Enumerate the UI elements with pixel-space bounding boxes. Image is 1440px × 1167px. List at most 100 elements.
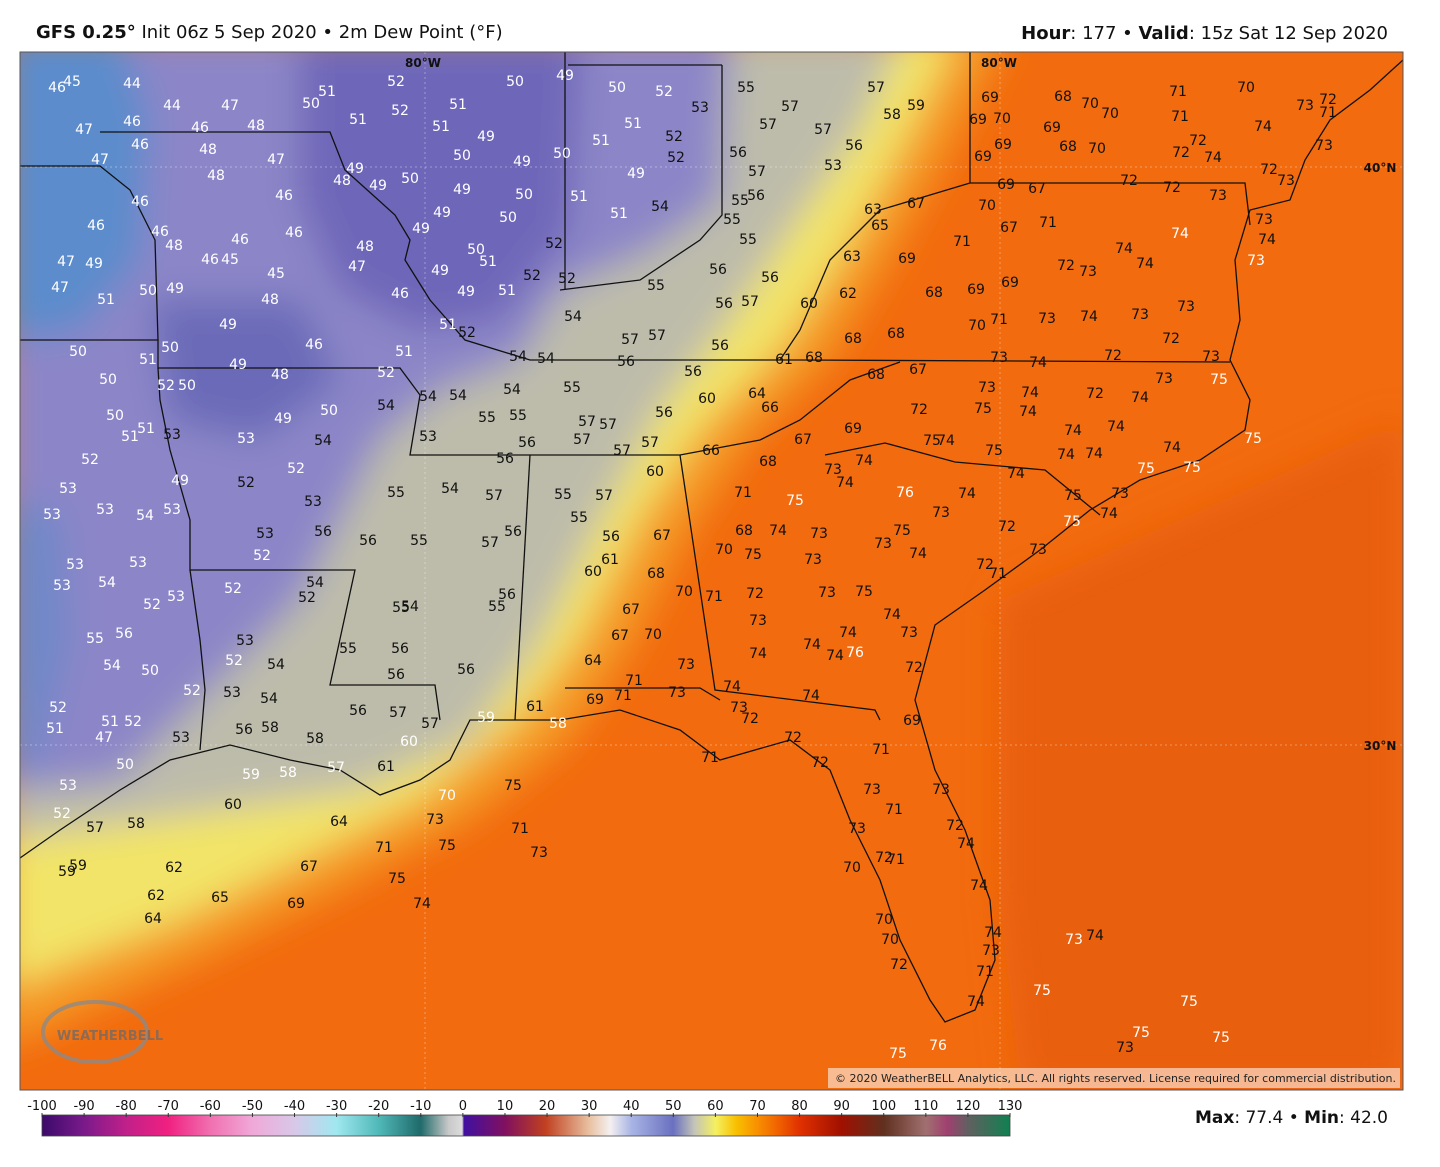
dew-point-label: 73 [804,552,822,568]
dew-point-label: 53 [59,481,77,497]
dew-point-label: 62 [147,888,165,904]
dew-point-label: 75 [1033,983,1051,999]
dew-point-label: 67 [611,628,629,644]
dew-point-label: 67 [1000,220,1018,236]
dew-point-label: 48 [199,142,217,158]
dew-point-label: 47 [221,98,239,114]
dew-point-label: 48 [356,239,374,255]
dew-point-label: 72 [1162,331,1180,347]
dew-point-label: 59 [69,858,87,874]
dew-point-label: 74 [1204,150,1222,166]
dew-point-label: 74 [769,523,787,539]
dew-point-label: 53 [59,778,77,794]
dew-point-label: 49 [171,473,189,489]
dew-point-label: 52 [391,103,409,119]
dew-point-label: 50 [161,340,179,356]
max-label: Max [1195,1108,1234,1128]
dew-point-label: 71 [614,688,632,704]
dew-point-label: 54 [103,658,121,674]
dew-point-label: 55 [563,380,581,396]
colorbar-tick-label: 130 [998,1099,1023,1114]
dew-point-label: 74 [1057,447,1075,463]
dew-point-label: 75 [893,523,911,539]
dew-point-label: 70 [438,788,456,804]
dew-point-label: 50 [467,242,485,258]
dew-point-label: 56 [235,722,253,738]
dew-point-label: 74 [1254,119,1272,135]
lat-label: 30°N [1364,739,1397,753]
dew-point-label: 70 [675,584,693,600]
dew-point-label: 68 [1054,89,1072,105]
dew-point-label: 52 [458,325,476,341]
dew-point-label: 74 [413,896,431,912]
dew-point-label: 73 [1038,311,1056,327]
dew-point-label: 64 [330,814,348,830]
dew-point-label: 68 [647,566,665,582]
colorbar: -100 -90 -80 -70 -60 -50 -40 -30 -20 -10 0 10 20 30 40… [27,1099,1023,1137]
dew-point-label: 55 [86,631,104,647]
colorbar-tick-label: -90 [73,1099,94,1114]
dew-point-label: 57 [421,716,439,732]
dew-point-label: 57 [613,443,631,459]
dew-point-label: 74 [839,625,857,641]
dew-point-label: 69 [844,421,862,437]
dew-point-label: 58 [883,107,901,123]
dew-point-label: 70 [978,198,996,214]
dew-point-label: 72 [1189,133,1207,149]
dew-point-label: 49 [627,166,645,182]
dew-point-label: 54 [377,398,395,414]
dew-point-label: 72 [910,402,928,418]
dew-point-label: 58 [549,716,567,732]
dew-point-label: 52 [545,236,563,252]
dew-point-label: 72 [976,557,994,573]
stats: Max: 77.4 • Min: 42.0 [1195,1108,1388,1128]
dew-point-label: 64 [144,911,162,927]
dew-point-label: 73 [1111,486,1129,502]
dew-point-label: 74 [1007,466,1025,482]
dew-point-label: 55 [488,599,506,615]
dew-point-label: 73 [900,625,918,641]
dew-point-label: 67 [907,196,925,212]
dew-point-label: 51 [592,133,610,149]
colorbar-tick-label: -100 [27,1099,57,1114]
dew-point-label: 55 [387,485,405,501]
dew-point-label: 51 [439,317,457,333]
dew-point-label: 53 [304,494,322,510]
dew-point-label: 51 [479,254,497,270]
dew-point-label: 53 [172,730,190,746]
dew-point-label: 57 [86,820,104,836]
colorbar-tick-label: -70 [158,1099,179,1114]
dew-point-label: 46 [123,114,141,130]
dew-point-label: 54 [314,433,332,449]
dew-point-label: 57 [759,117,777,133]
dew-point-label: 47 [57,254,75,270]
dew-point-label: 71 [990,312,1008,328]
dew-point-label: 75 [504,778,522,794]
dew-point-label: 69 [969,112,987,128]
dew-point-label: 47 [95,730,113,746]
dew-point-label: 70 [1088,141,1106,157]
dew-point-label: 73 [1079,264,1097,280]
lon-label: 80°W [981,56,1017,70]
dew-point-label: 69 [967,282,985,298]
dew-point-label: 70 [875,912,893,928]
dew-point-label: 52 [298,590,316,606]
dew-point-label: 71 [511,821,529,837]
dew-point-label: 53 [223,685,241,701]
dew-point-label: 57 [748,164,766,180]
dew-point-label: 72 [746,586,764,602]
valid-value: : 15z Sat 12 Sep 2020 [1189,23,1388,44]
dew-point-label: 50 [499,210,517,226]
dew-point-label: 46 [201,252,219,268]
dew-point-label: 56 [498,587,516,603]
dew-point-label: 73 [863,782,881,798]
dew-point-label: 75 [855,584,873,600]
dew-point-label: 56 [602,529,620,545]
dew-point-label: 51 [46,721,64,737]
dew-point-label: 71 [953,234,971,250]
dew-point-label: 73 [874,536,892,552]
dew-point-label: 53 [419,429,437,445]
dew-point-label: 70 [1101,106,1119,122]
dew-point-label: 51 [349,112,367,128]
dew-point-label: 49 [229,357,247,373]
